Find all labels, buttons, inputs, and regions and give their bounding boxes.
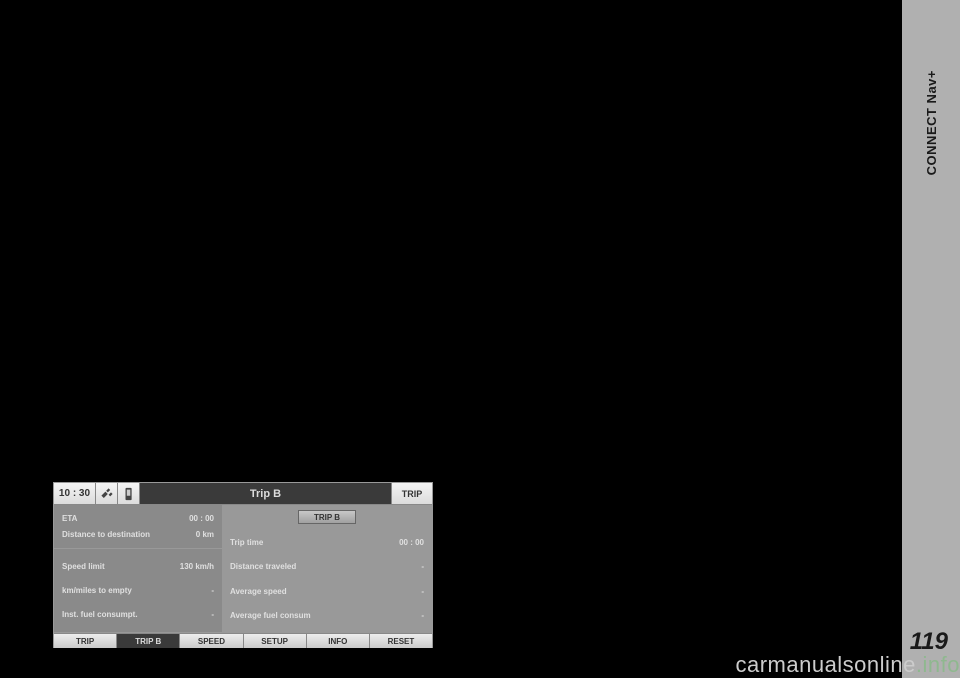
left-panel: ETA 00 : 00 Distance to destination 0 km… <box>54 505 222 633</box>
screen-title: Trip B <box>140 483 392 504</box>
row-inst-fuel: Inst. fuel consumpt. - <box>62 610 214 619</box>
left-block-nav: ETA 00 : 00 Distance to destination 0 km <box>54 505 222 549</box>
tab-reset[interactable]: RESET <box>370 634 432 648</box>
dist-dest-value: 0 km <box>196 530 214 539</box>
inst-fuel-value: - <box>211 610 214 619</box>
trip-time-value: 00 : 00 <box>399 538 424 547</box>
dist-dest-label: Distance to destination <box>62 530 150 539</box>
inst-fuel-label: Inst. fuel consumpt. <box>62 610 138 619</box>
top-bar: 10 : 30 Trip B TRIP <box>54 483 432 505</box>
watermark-tld: .info <box>916 652 960 677</box>
satellite-icon <box>96 483 118 504</box>
km-empty-label: km/miles to empty <box>62 586 132 595</box>
row-trip-time: Trip time 00 : 00 <box>230 538 424 547</box>
trip-time-label: Trip time <box>230 538 263 547</box>
avg-speed-label: Average speed <box>230 587 287 596</box>
side-tab-label: CONNECT Nav+ <box>924 70 939 175</box>
row-eta: ETA 00 : 00 <box>62 514 214 523</box>
bottom-tabs: TRIP TRIP B SPEED SETUP INFO RESET <box>54 633 432 648</box>
tab-speed[interactable]: SPEED <box>180 634 243 648</box>
trip-b-badge: TRIP B <box>298 510 356 524</box>
right-panel: TRIP B Trip time 00 : 00 Distance travel… <box>222 505 432 633</box>
tab-trip[interactable]: TRIP <box>54 634 117 648</box>
row-dist-trav: Distance traveled - <box>230 562 424 571</box>
tab-trip-b[interactable]: TRIP B <box>117 634 180 648</box>
eta-value: 00 : 00 <box>189 514 214 523</box>
dist-trav-value: - <box>421 562 424 571</box>
row-km-empty: km/miles to empty - <box>62 586 214 595</box>
phone-icon <box>118 483 140 504</box>
speed-limit-value: 130 km/h <box>180 562 214 571</box>
tab-setup[interactable]: SETUP <box>244 634 307 648</box>
avg-speed-value: - <box>421 587 424 596</box>
device-screen: 10 : 30 Trip B TRIP ETA 00 : 00 Distance… <box>53 482 433 648</box>
avg-fuel-value: - <box>421 611 424 620</box>
clock: 10 : 30 <box>54 483 96 504</box>
mode-indicator: TRIP <box>392 483 432 504</box>
km-empty-value: - <box>211 586 214 595</box>
left-block-vehicle: Speed limit 130 km/h km/miles to empty -… <box>54 549 222 633</box>
row-dist-dest: Distance to destination 0 km <box>62 530 214 539</box>
dist-trav-label: Distance traveled <box>230 562 296 571</box>
side-tab: CONNECT Nav+ 119 <box>902 0 960 678</box>
row-avg-speed: Average speed - <box>230 587 424 596</box>
row-speed-limit: Speed limit 130 km/h <box>62 562 214 571</box>
avg-fuel-label: Average fuel consum <box>230 611 311 620</box>
tab-info[interactable]: INFO <box>307 634 370 648</box>
watermark-main: carmanualsonline <box>735 652 915 677</box>
watermark: carmanualsonline.info <box>735 652 960 678</box>
speed-limit-label: Speed limit <box>62 562 105 571</box>
row-avg-fuel: Average fuel consum - <box>230 611 424 620</box>
right-rows: Trip time 00 : 00 Distance traveled - Av… <box>230 530 424 628</box>
eta-label: ETA <box>62 514 77 523</box>
content-area: ETA 00 : 00 Distance to destination 0 km… <box>54 505 432 633</box>
